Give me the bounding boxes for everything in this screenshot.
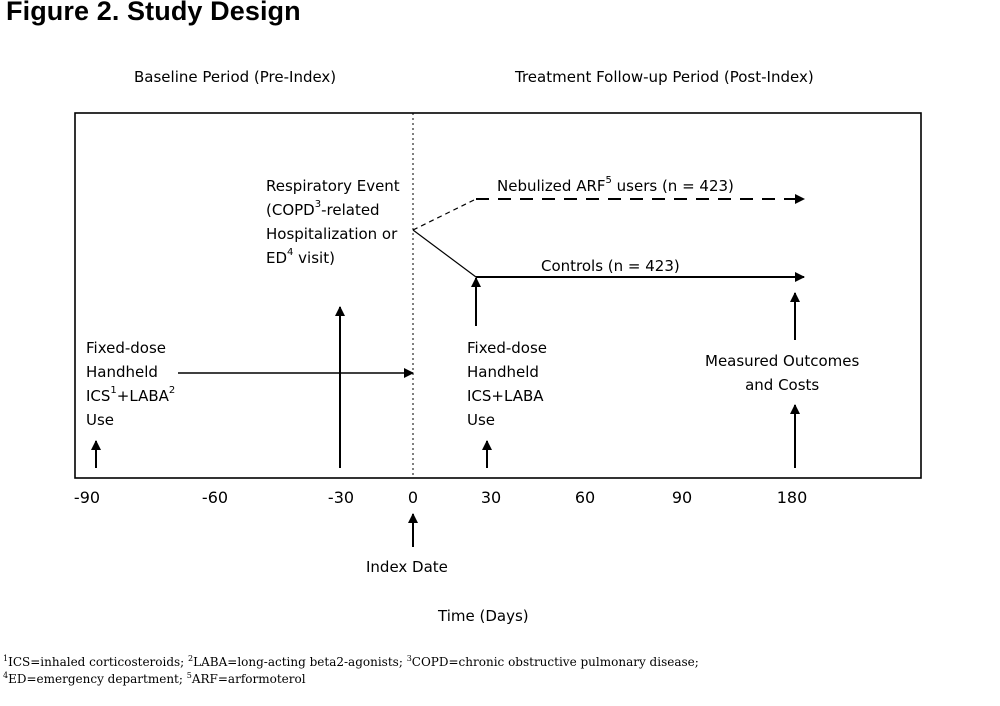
tick-minus-30: -30 xyxy=(327,488,355,507)
tick-30: 30 xyxy=(480,488,502,507)
footnotes: 1ICS=inhaled corticosteroids; 2LABA=long… xyxy=(3,654,699,688)
branch-nebulized-line xyxy=(412,198,477,231)
index-date-label: Index Date xyxy=(366,558,448,576)
followup-use-label: Fixed-dose Handheld ICS+LABA Use xyxy=(467,339,548,429)
respiratory-event-label: Respiratory Event (COPD3-related Hospita… xyxy=(266,177,400,267)
baseline-use-label: Fixed-dose Handheld ICS1+LABA2 Use xyxy=(86,339,176,429)
nebulized-users-label: Nebulized ARF5 users (n = 423) xyxy=(497,175,734,196)
tick-60: 60 xyxy=(574,488,596,507)
timeline-frame xyxy=(74,112,922,479)
footnotes-line-1: 1ICS=inhaled corticosteroids; 2LABA=long… xyxy=(3,654,699,670)
baseline-period-label: Baseline Period (Pre-Index) xyxy=(134,68,337,86)
tick-minus-60: -60 xyxy=(201,488,229,507)
branch-controls-line xyxy=(412,229,477,278)
controls-label: Controls (n = 423) xyxy=(541,257,680,275)
axis-label: Time (Days) xyxy=(438,607,529,625)
outcomes-label: Measured Outcomes and Costs xyxy=(705,352,860,394)
tick-minus-90: -90 xyxy=(73,488,101,507)
followup-period-label: Treatment Follow-up Period (Post-Index) xyxy=(515,68,814,86)
tick-90: 90 xyxy=(671,488,693,507)
tick-180: 180 xyxy=(776,488,808,507)
tick-0: 0 xyxy=(407,488,419,507)
footnotes-line-2: 4ED=emergency department; 5ARF=arformote… xyxy=(3,671,306,687)
figure-title: Figure 2. Study Design xyxy=(6,0,301,26)
